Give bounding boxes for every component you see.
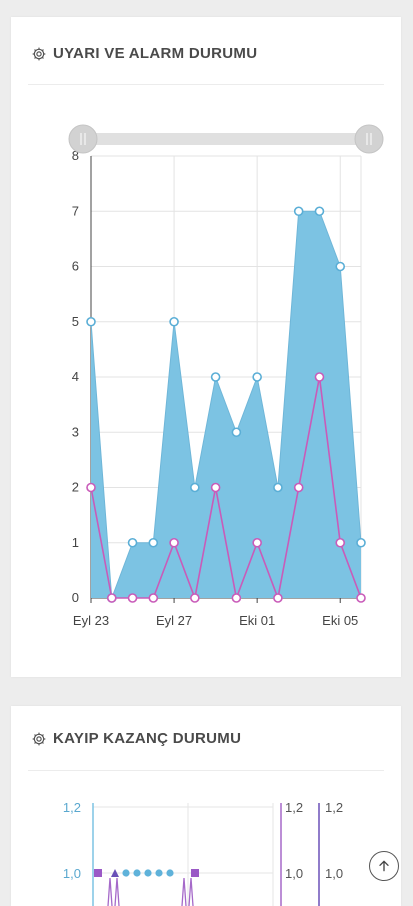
data-point (190, 482, 200, 493)
data-point (127, 537, 138, 548)
series-marker (144, 869, 152, 877)
series-line (107, 877, 120, 906)
y-tick-label: 2 (72, 480, 79, 495)
y-tick-label-right: 1,0 (285, 866, 303, 881)
data-point (210, 372, 221, 382)
data-point (169, 537, 179, 548)
x-tick-label: Eyl 27 (156, 613, 192, 628)
y-tick-label-left: 1,2 (63, 800, 81, 815)
range-slider-end-handle (354, 124, 384, 154)
y-tick-label-left: 1,0 (63, 866, 81, 881)
data-point (314, 372, 325, 382)
arrow-up-icon (379, 860, 389, 872)
series-marker (166, 869, 174, 877)
y-tick-label: 0 (72, 590, 79, 605)
series-marker (111, 869, 119, 877)
data-point (190, 593, 200, 603)
gear-icon (32, 732, 46, 745)
data-point (252, 372, 262, 382)
series-marker (94, 869, 102, 877)
y-tick-label: 6 (72, 259, 79, 274)
data-point (335, 537, 346, 548)
series-marker (155, 869, 163, 877)
card-title-text: UYARI VE ALARM DURUMU (53, 45, 258, 62)
range-slider-track (77, 133, 375, 145)
data-point (210, 482, 221, 493)
series-marker (122, 869, 130, 877)
gear-icon (32, 47, 46, 60)
data-point (252, 537, 262, 548)
data-point (273, 593, 283, 603)
x-tick-label: Eyl 23 (73, 613, 109, 628)
y-tick-label-right-2: 1,2 (325, 800, 343, 815)
data-point (86, 482, 96, 493)
scroll-to-top-button[interactable] (369, 851, 399, 881)
data-point (314, 206, 325, 217)
x-tick-label: Eki 01 (239, 613, 275, 628)
y-tick-label-right-2: 1,0 (325, 866, 343, 881)
data-point (127, 593, 138, 603)
series-marker (133, 869, 141, 877)
y-tick-label: 4 (72, 369, 79, 384)
data-point (106, 593, 117, 603)
y-tick-label-right: 1,2 (285, 800, 303, 815)
data-point (293, 206, 304, 217)
data-point (273, 482, 283, 493)
card-title-text: KAYIP KAZANÇ DURUMU (53, 730, 242, 747)
loss-gain-title: KAYIP KAZANÇ DURUMU (31, 730, 241, 747)
data-point (231, 427, 242, 438)
y-tick-label: 7 (72, 203, 79, 218)
data-point (335, 261, 346, 272)
data-point (356, 593, 366, 603)
y-tick-label: 5 (72, 314, 79, 329)
data-point (169, 316, 179, 327)
y-tick-label: 8 (72, 148, 79, 163)
alarm-area-chart: 0 1 2 3 4 5 6 7 8 Eyl 23 Eyl 27 Eki 01 Eki 05 (68, 124, 384, 628)
y-tick-label: 1 (72, 535, 79, 550)
data-point (293, 482, 304, 493)
series-line (181, 877, 194, 906)
loss-gain-card: KAYIP KAZANÇ DURUMU 1,2 1,0 1,2 1,0 1,2 1,0 (11, 706, 401, 906)
alarm-status-card: UYARI VE ALARM DURUMU 0 1 2 3 4 5 6 7 8 Eyl 23 Eyl… (11, 17, 401, 677)
data-point (148, 537, 159, 548)
series-marker (191, 869, 199, 877)
y-tick-label: 3 (72, 424, 79, 439)
data-point (356, 537, 366, 548)
data-point (148, 593, 159, 603)
data-point (86, 316, 96, 327)
x-tick-label: Eki 05 (322, 613, 358, 628)
title-divider (28, 84, 384, 85)
range-slider-start-handle (68, 124, 98, 154)
title-divider (28, 770, 384, 771)
data-point (231, 593, 242, 603)
alarm-status-title: UYARI VE ALARM DURUMU (31, 45, 257, 62)
loss-gain-chart: 1,2 1,0 1,2 1,0 1,2 1,0 (63, 800, 343, 906)
